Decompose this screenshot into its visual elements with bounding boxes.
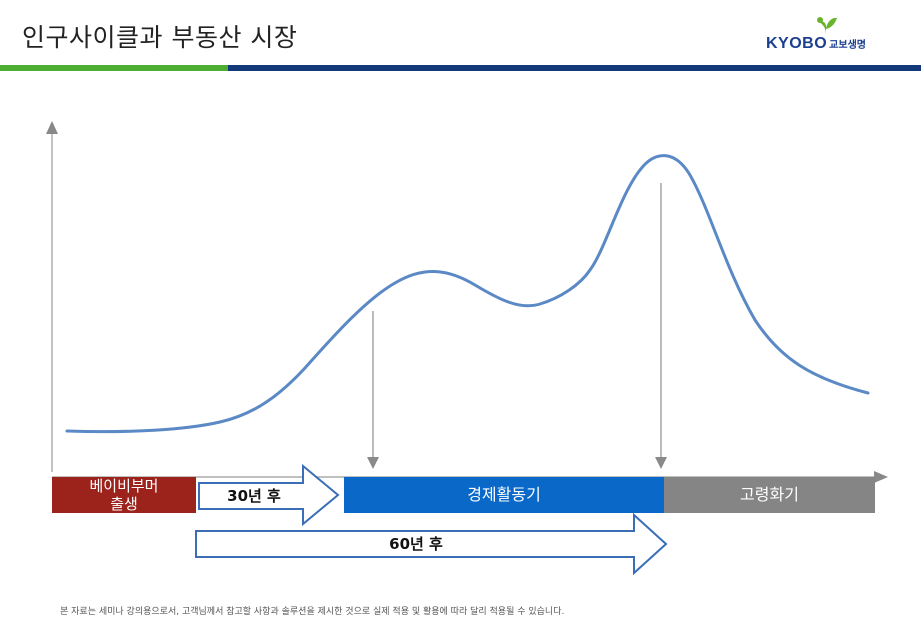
segment-aging-label: 고령화기 <box>740 485 799 504</box>
segment-babyboomer-line2: 출생 <box>110 495 138 513</box>
logo-text: KYOBO 교보생명 <box>766 35 866 53</box>
arrow-30-label: 30년 후 <box>227 487 281 505</box>
segment-economic-label: 경제활동기 <box>467 485 541 504</box>
leaf-icon <box>817 17 837 35</box>
arrow-60-shape <box>195 512 668 576</box>
guide-arrowhead-economic <box>367 457 379 469</box>
header-bar-green <box>0 65 228 71</box>
arrow-30-shape <box>198 463 340 527</box>
footnote: 본 자료는 세미나 강의용으로서, 고객님께서 참고할 사항과 솔루션을 제시한… <box>60 607 565 617</box>
segment-aging <box>664 477 875 513</box>
y-axis-arrowhead <box>46 121 58 134</box>
segment-babyboomer <box>52 477 196 513</box>
header-bar-navy <box>228 65 921 71</box>
logo-sub: 교보생명 <box>829 40 866 51</box>
x-axis-arrowhead <box>874 471 888 483</box>
logo-brand: KYOBO <box>766 35 828 52</box>
header-bar <box>0 65 921 71</box>
segment-babyboomer-label: 베이비부머 출생 <box>52 477 196 513</box>
segment-economic <box>344 477 664 513</box>
guide-arrowhead-aging <box>655 457 667 469</box>
population-curve <box>65 154 870 434</box>
segment-babyboomer-line1: 베이비부머 <box>89 477 159 495</box>
arrow-60-label: 60년 후 <box>389 535 443 553</box>
kyobo-logo: KYOBO 교보생명 <box>766 15 886 55</box>
page-title: 인구사이클과 부동산 시장 <box>22 23 298 52</box>
